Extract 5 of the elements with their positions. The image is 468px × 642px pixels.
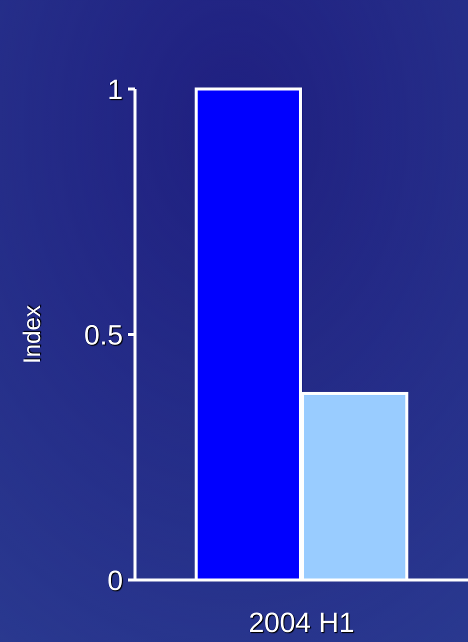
y-axis-title: Index bbox=[19, 305, 46, 364]
y-tick-label: 1 bbox=[107, 74, 123, 105]
x-tick-label: 2004 H1 bbox=[248, 607, 354, 638]
y-tick-label: 0.5 bbox=[84, 319, 123, 350]
y-tick-label: 0 bbox=[107, 564, 123, 596]
